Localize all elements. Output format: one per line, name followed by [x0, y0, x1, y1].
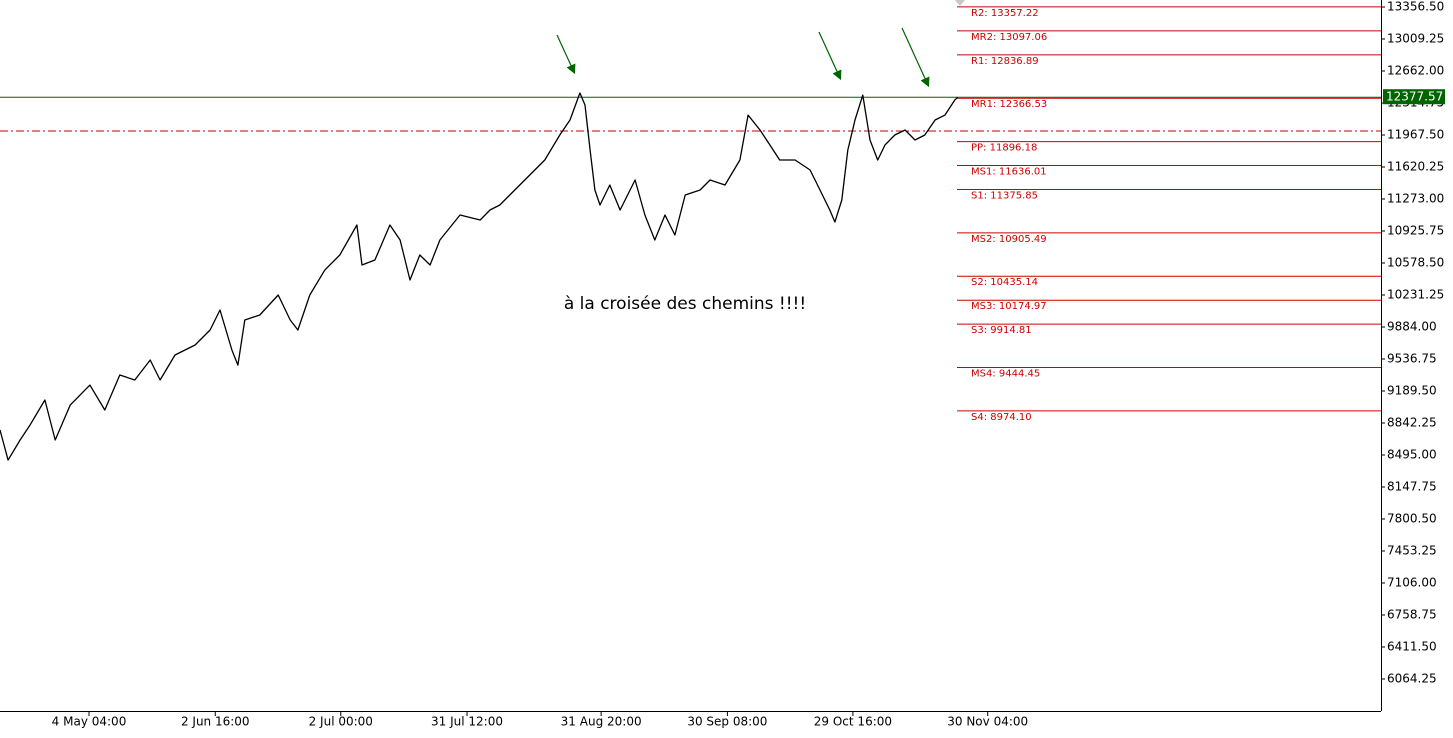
pivot-label: S3: 9914.81 [971, 325, 1032, 336]
last-price-label: 12377.57 [1386, 90, 1443, 104]
price-line [0, 92, 959, 461]
pivot-label: MR2: 13097.06 [971, 32, 1047, 43]
y-tick-label: 6411.50 [1387, 640, 1437, 654]
y-tick-label: 11620.25 [1387, 160, 1444, 174]
pivot-label: R2: 13357.22 [971, 8, 1039, 19]
shift-marker [955, 0, 965, 6]
y-tick-label: 13356.50 [1387, 0, 1444, 14]
pivot-label: MR1: 12366.53 [971, 99, 1047, 110]
y-tick-label: 10925.75 [1387, 224, 1444, 238]
y-tick-label: 11273.00 [1387, 192, 1444, 206]
x-tick-label: 4 May 04:00 [52, 715, 127, 729]
y-tick-label: 7800.50 [1387, 512, 1437, 526]
pivot-label: S2: 10435.14 [971, 277, 1038, 288]
pivot-label: MS2: 10905.49 [971, 234, 1047, 245]
arrow [901, 27, 930, 88]
y-tick-label: 8147.75 [1387, 480, 1437, 494]
x-tick-label: 29 Oct 16:00 [814, 715, 892, 729]
y-tick-label: 13009.25 [1387, 32, 1444, 46]
arrow [556, 34, 576, 75]
x-tick-label: 30 Sep 08:00 [687, 715, 767, 729]
y-tick-label: 6064.25 [1387, 672, 1437, 686]
y-tick-label: 11967.50 [1387, 128, 1444, 142]
y-tick-label: 7453.25 [1387, 544, 1437, 558]
y-tick-label: 7106.00 [1387, 576, 1437, 590]
y-tick-label: 8842.25 [1387, 416, 1437, 430]
x-tick-label: 31 Jul 12:00 [431, 715, 503, 729]
pivot-label: MS1: 11636.01 [971, 167, 1047, 178]
pivot-label: R1: 12836.89 [971, 56, 1039, 67]
pivot-label: MS3: 10174.97 [971, 301, 1047, 312]
last-price-tag [1383, 89, 1445, 105]
y-tick-label: 9536.75 [1387, 352, 1437, 366]
x-tick-label: 2 Jun 16:00 [181, 715, 250, 729]
y-tick-label: 9189.50 [1387, 384, 1437, 398]
x-tick-label: 30 Nov 04:00 [947, 715, 1028, 729]
y-tick-label: 10231.25 [1387, 288, 1444, 302]
annotation: à la croisée des chemins !!!! [564, 294, 806, 314]
pivot-label: MS4: 9444.45 [971, 369, 1040, 380]
pivot-label: S4: 8974.10 [971, 412, 1032, 423]
arrow [818, 31, 842, 81]
x-tick-label: 2 Jul 00:00 [309, 715, 373, 729]
y-tick-label: 8495.00 [1387, 448, 1437, 462]
y-tick-label: 12662.00 [1387, 64, 1444, 78]
x-tick-label: 31 Aug 20:00 [561, 715, 642, 729]
pivot-label: S1: 11375.85 [971, 191, 1038, 202]
y-tick-label: 10578.50 [1387, 256, 1444, 270]
y-tick-label: 6758.75 [1387, 608, 1437, 622]
pivot-label: PP: 11896.18 [971, 143, 1037, 154]
y-tick-label: 9884.00 [1387, 320, 1437, 334]
